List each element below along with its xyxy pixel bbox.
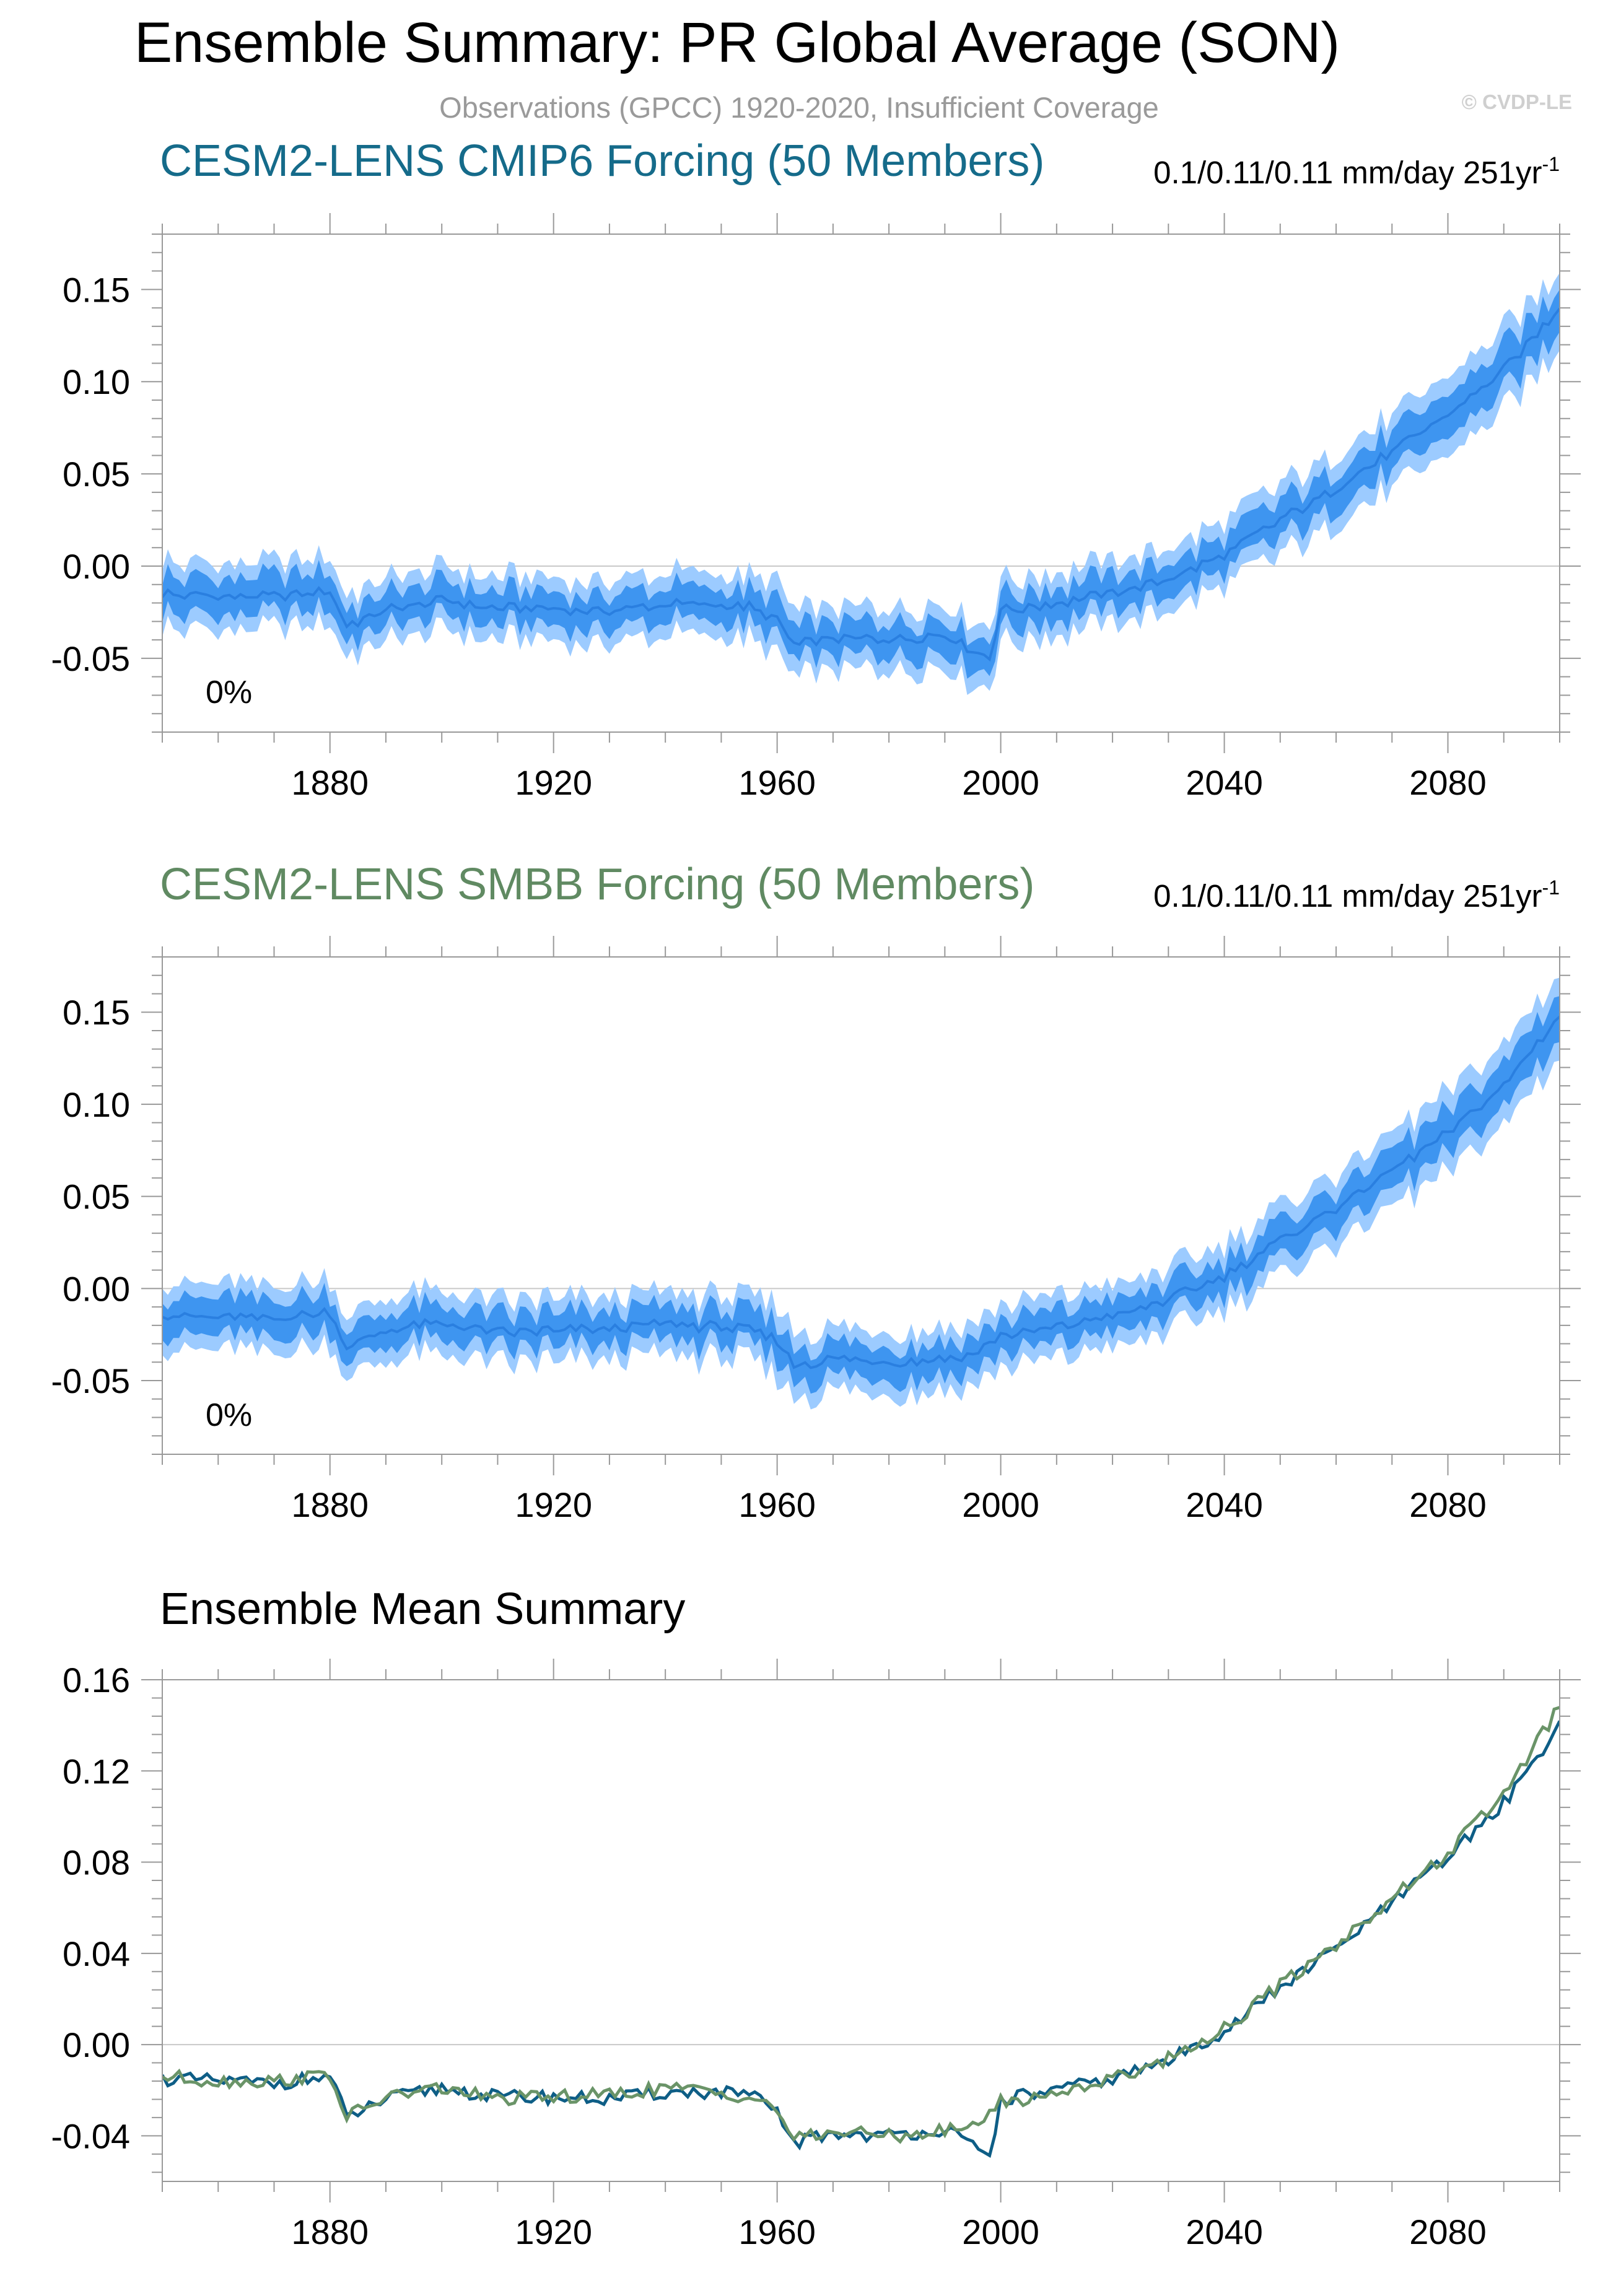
y-tick-label: -0.05 <box>51 639 130 678</box>
panel-title-cmip6: CESM2-LENS CMIP6 Forcing (50 Members) <box>160 136 1044 186</box>
x-tick-label: 2000 <box>962 2212 1039 2251</box>
y-tick-label: -0.04 <box>51 2116 130 2155</box>
x-tick-label: 1920 <box>515 1485 592 1524</box>
panel-stats-smbb-superscript: -1 <box>1542 876 1560 899</box>
panel-stats-cmip6-text: 0.1/0.11/0.11 mm/day 251yr <box>1153 155 1542 190</box>
x-tick-label: 2000 <box>962 763 1039 802</box>
plot-frame <box>162 1679 1560 2182</box>
plot-frame <box>162 234 1560 733</box>
plot-content <box>162 273 1560 695</box>
y-tick-label: 0.05 <box>63 1177 130 1216</box>
panel-stats-smbb-text: 0.1/0.11/0.11 mm/day 251yr <box>1153 878 1542 914</box>
plot-area-cmip6: 1880 1920 1960 2000 2040 2080 -0.05 0.00 0.05 0.1… <box>51 213 1581 802</box>
x-tick-label: 1960 <box>738 763 816 802</box>
x-tick-label: 1960 <box>738 1485 816 1524</box>
panel-stats-smbb: 0.1/0.11/0.11 mm/day 251yr-1 <box>1153 876 1560 914</box>
y-tick-label: 0.10 <box>63 362 130 401</box>
y-tick-label: 0.10 <box>63 1085 130 1124</box>
inner-range-band <box>162 996 1560 1394</box>
cmip6-mean-line <box>162 1720 1560 2159</box>
y-tick-label: 0.15 <box>63 993 130 1032</box>
percent-annotation-smbb: 0% <box>206 1397 252 1433</box>
credit-label: © CVDP-LE <box>1462 90 1572 113</box>
x-tick-label: 2040 <box>1186 763 1263 802</box>
x-tick-label: 2040 <box>1186 1485 1263 1524</box>
y-tick-label: 0.08 <box>63 1843 130 1882</box>
plot-content <box>162 1706 1560 2159</box>
page-subtitle: Observations (GPCC) 1920-2020, Insuffici… <box>439 91 1159 124</box>
percent-annotation-cmip6: 0% <box>206 674 252 710</box>
plot-area-mean: 1880 1920 1960 2000 2040 2080 -0.04 0.00 0.04 0.0… <box>51 1659 1581 2251</box>
x-tick-label: 1880 <box>291 2212 369 2251</box>
y-tick-label: 0.15 <box>63 270 130 309</box>
panel-smbb-forcing: CESM2-LENS SMBB Forcing (50 Members) 0.1… <box>51 860 1581 1524</box>
x-tick-label: 2080 <box>1409 2212 1487 2251</box>
smbb-mean-line <box>162 1706 1560 2144</box>
page-title: Ensemble Summary: PR Global Average (SON… <box>134 11 1340 74</box>
plot-area-smbb: 1880 1920 1960 2000 2040 2080 -0.05 0.00 0.05 0.1… <box>51 936 1581 1524</box>
x-tick-label: 1880 <box>291 1485 369 1524</box>
y-tick-label: 0.12 <box>63 1752 130 1791</box>
y-tick-label: 0.05 <box>63 455 130 494</box>
x-tick-label: 1880 <box>291 763 369 802</box>
x-tick-label: 2040 <box>1186 2212 1263 2251</box>
x-tick-label: 1920 <box>515 763 592 802</box>
y-tick-label: 0.04 <box>63 1934 130 1973</box>
y-tick-label: 0.16 <box>63 1661 130 1700</box>
ensemble-mean-line <box>162 307 1560 662</box>
panel-cmip6-forcing: CESM2-LENS CMIP6 Forcing (50 Members) 0.… <box>51 136 1581 802</box>
y-tick-label: 0.00 <box>63 547 130 586</box>
x-tick-label: 2080 <box>1409 763 1487 802</box>
x-tick-label: 1920 <box>515 2212 592 2251</box>
panel-stats-cmip6: 0.1/0.11/0.11 mm/day 251yr-1 <box>1153 153 1560 190</box>
panel-ensemble-mean: Ensemble Mean Summary 1880 1920 1960 2000 20… <box>51 1584 1581 2251</box>
y-tick-label: 0.00 <box>63 1269 130 1308</box>
panel-stats-cmip6-superscript: -1 <box>1542 153 1560 175</box>
x-tick-label: 2080 <box>1409 1485 1487 1524</box>
inner-range-band <box>162 289 1560 679</box>
outer-range-band <box>162 977 1560 1410</box>
x-tick-label: 2000 <box>962 1485 1039 1524</box>
plot-frame <box>162 956 1560 1455</box>
y-tick-label: 0.00 <box>63 2025 130 2064</box>
panel-title-smbb: CESM2-LENS SMBB Forcing (50 Members) <box>160 860 1034 909</box>
plot-content <box>162 977 1560 1410</box>
x-tick-label: 1960 <box>738 2212 816 2251</box>
y-tick-label: -0.05 <box>51 1361 130 1400</box>
panel-title-mean: Ensemble Mean Summary <box>160 1584 685 1634</box>
ensemble-mean-line <box>162 1016 1560 1369</box>
